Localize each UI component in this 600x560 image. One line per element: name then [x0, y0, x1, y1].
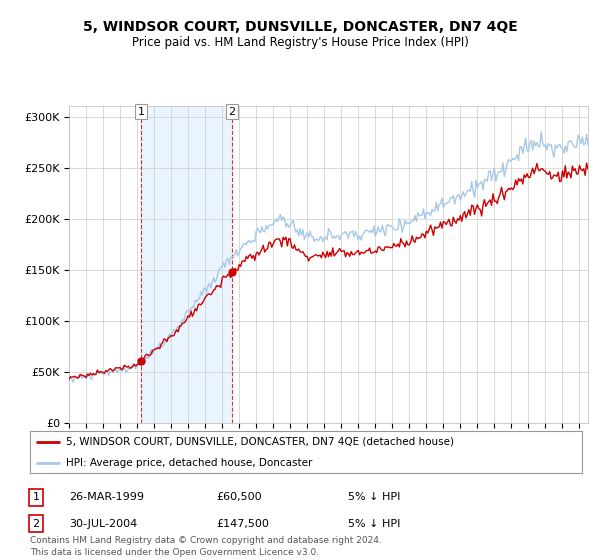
- Text: 1: 1: [137, 106, 145, 116]
- Text: 5% ↓ HPI: 5% ↓ HPI: [348, 492, 400, 502]
- Text: Price paid vs. HM Land Registry's House Price Index (HPI): Price paid vs. HM Land Registry's House …: [131, 36, 469, 49]
- Text: 2: 2: [229, 106, 236, 116]
- Text: 26-MAR-1999: 26-MAR-1999: [69, 492, 144, 502]
- Text: 30-JUL-2004: 30-JUL-2004: [69, 519, 137, 529]
- Text: 1: 1: [32, 492, 40, 502]
- Text: HPI: Average price, detached house, Doncaster: HPI: Average price, detached house, Donc…: [66, 458, 312, 468]
- Text: Contains HM Land Registry data © Crown copyright and database right 2024.
This d: Contains HM Land Registry data © Crown c…: [30, 536, 382, 557]
- Text: 5% ↓ HPI: 5% ↓ HPI: [348, 519, 400, 529]
- Bar: [141, 106, 232, 423]
- Text: 5, WINDSOR COURT, DUNSVILLE, DONCASTER, DN7 4QE (detached house): 5, WINDSOR COURT, DUNSVILLE, DONCASTER, …: [66, 437, 454, 447]
- Text: £60,500: £60,500: [216, 492, 262, 502]
- Text: 5, WINDSOR COURT, DUNSVILLE, DONCASTER, DN7 4QE: 5, WINDSOR COURT, DUNSVILLE, DONCASTER, …: [83, 20, 517, 34]
- Text: £147,500: £147,500: [216, 519, 269, 529]
- Text: 2: 2: [32, 519, 40, 529]
